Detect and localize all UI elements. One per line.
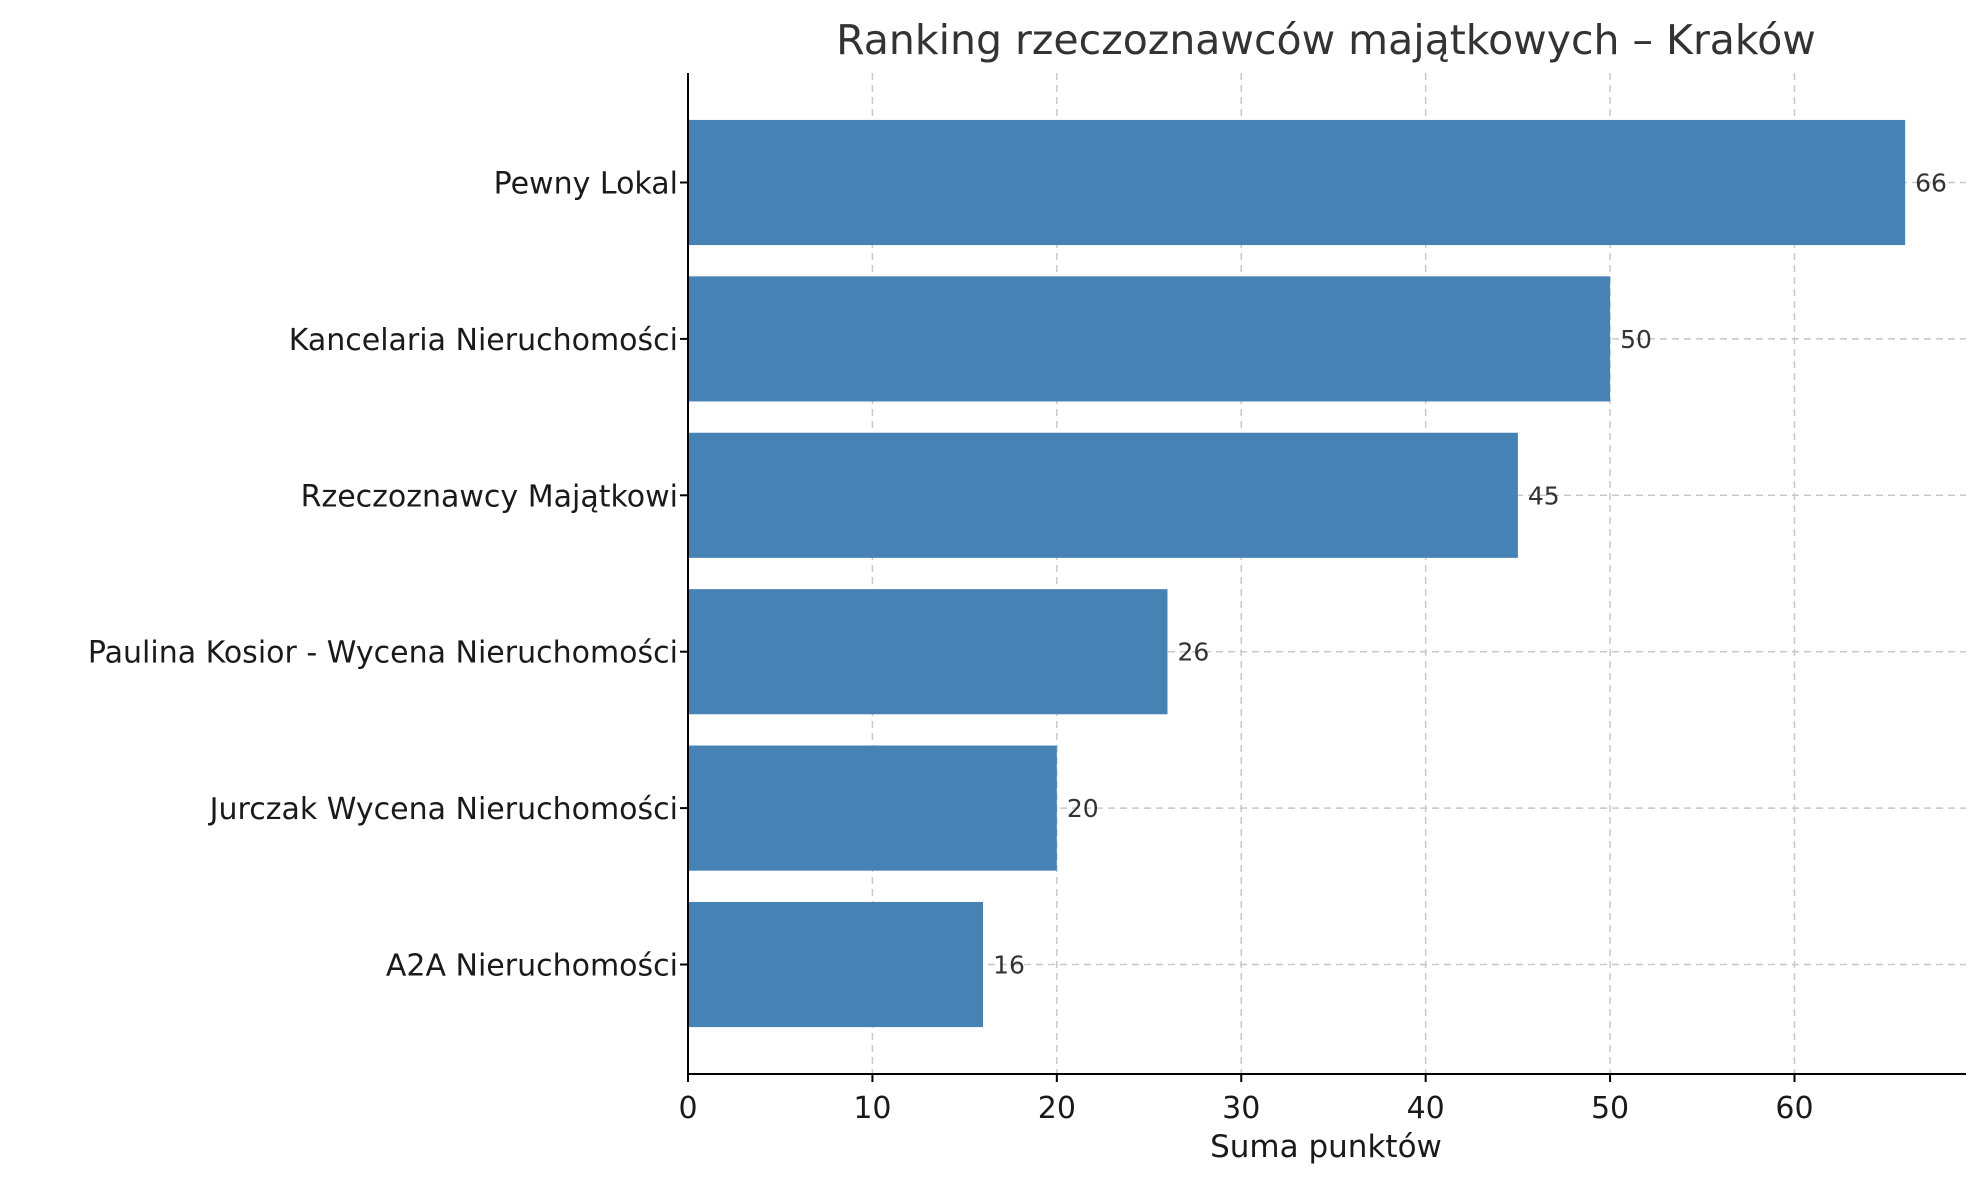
- value-label: 66: [1915, 168, 1947, 197]
- bar: [688, 589, 1168, 715]
- category-label: Jurczak Wycena Nieruchomości: [208, 792, 678, 827]
- x-tick-label: 60: [1775, 1091, 1813, 1126]
- category-label: Paulina Kosior - Wycena Nieruchomości: [88, 636, 678, 671]
- x-tick-label: 0: [678, 1091, 697, 1126]
- x-tick-label: 20: [1038, 1091, 1076, 1126]
- x-tick-label: 30: [1222, 1091, 1260, 1126]
- x-tick-label: 40: [1407, 1091, 1445, 1126]
- category-label: Kancelaria Nieruchomości: [289, 323, 678, 358]
- value-label: 50: [1620, 325, 1652, 354]
- value-label: 45: [1528, 481, 1560, 510]
- value-label: 16: [993, 951, 1025, 980]
- value-label: 26: [1177, 638, 1209, 667]
- category-label: Pewny Lokal: [494, 166, 678, 201]
- value-label: 20: [1067, 794, 1099, 823]
- bar: [688, 432, 1518, 558]
- bar: [688, 276, 1611, 402]
- x-tick-label: 10: [853, 1091, 891, 1126]
- bar: [688, 745, 1057, 871]
- x-axis-label: Suma punktów: [1210, 1129, 1442, 1165]
- labels: 0 10 20 30 40 50 60 Pewny Lokal 66 Kancelaria Nie…: [88, 166, 1947, 1126]
- x-tick-label: 50: [1591, 1091, 1629, 1126]
- bar: [688, 901, 984, 1028]
- bars: [688, 119, 1906, 1028]
- chart-title: Ranking rzeczoznawców majątkowych – Krak…: [836, 16, 1816, 64]
- category-label: A2A Nieruchomości: [386, 949, 678, 984]
- bar: [688, 119, 1906, 246]
- category-label: Rzeczoznawcy Majątkowi: [301, 479, 678, 514]
